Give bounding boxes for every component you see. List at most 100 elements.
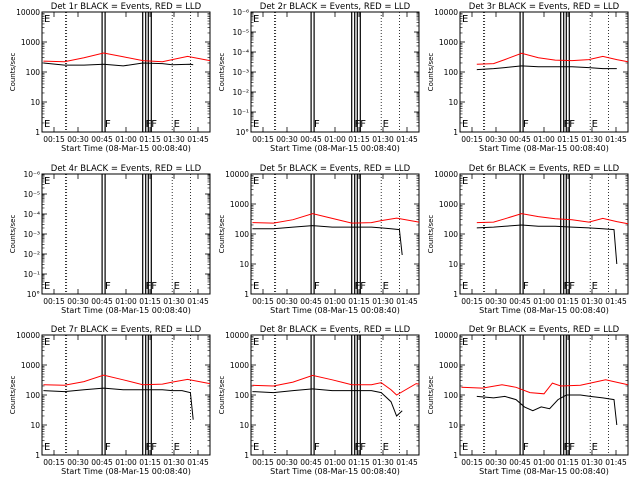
y-tick-label: 10000: [434, 8, 458, 17]
x-tick-label: 01:00: [115, 458, 137, 467]
x-tick-label: 01:00: [115, 297, 137, 306]
flag-letter: F: [314, 281, 320, 292]
y-tick-label: 10000: [16, 331, 40, 340]
flag-letter: F: [523, 442, 529, 453]
x-tick-label: 00:30: [67, 458, 89, 467]
x-tick-label: 00:15: [43, 458, 65, 467]
flag-letter: F: [355, 442, 361, 453]
flag-letter: E: [592, 119, 598, 130]
x-tick-label: 01:15: [348, 297, 370, 306]
flag-letter: E: [174, 442, 180, 453]
flag-letter-left: E: [462, 442, 468, 453]
x-tick-label: 01:15: [557, 297, 579, 306]
series-line-events: [252, 388, 403, 417]
chart-title: Det 2r BLACK = Events, RED = LLD: [260, 2, 411, 12]
series-line-events: [43, 62, 194, 67]
x-tick-label: 01:45: [605, 458, 627, 467]
chart-panel-8: Det 8r BLACK = Events, RED = LLD 1 10 100 10…: [218, 325, 420, 476]
flag-letter-left: E: [253, 119, 259, 130]
x-tick-label: 00:15: [461, 297, 483, 306]
y-tick-label: 10⁻⁶: [232, 8, 249, 17]
y-axis-label: Counts/sec: [9, 53, 17, 92]
flag-letter: F: [151, 119, 157, 130]
y-tick-label: 10°: [27, 290, 41, 299]
chart-panel-1: Det 1r BLACK = Events, RED = LLD 1 10 100 10…: [9, 2, 211, 153]
x-tick-label: 01:00: [533, 135, 555, 144]
y-tick-label: 1000: [21, 361, 40, 370]
x-tick-label: 00:45: [91, 135, 113, 144]
series-line-events: [43, 387, 194, 420]
flag-letter: F: [151, 281, 157, 292]
x-tick-label: 00:45: [509, 458, 531, 467]
plot-frame: [250, 11, 420, 133]
y-tick-label: 1000: [230, 361, 249, 370]
chart-title: Det 5r BLACK = Events, RED = LLD: [260, 164, 411, 174]
flag-letter: F: [355, 281, 361, 292]
x-tick-label: 01:15: [139, 297, 161, 306]
y-tick-label: 10⁻⁴: [23, 210, 40, 219]
flag-letter: E: [383, 442, 389, 453]
chart-title: Det 9r BLACK = Events, RED = LLD: [469, 325, 620, 335]
x-tick-label: 01:30: [581, 297, 603, 306]
chart-title: Det 4r BLACK = Events, RED = LLD: [51, 164, 202, 174]
x-tick-label: 00:45: [300, 135, 322, 144]
x-axis-label: Start Time (08-Mar-15 00:08:40): [61, 306, 191, 315]
x-tick-label: 01:45: [396, 458, 418, 467]
y-axis-label: Counts/sec: [9, 376, 17, 415]
y-tick-label: 1000: [439, 38, 458, 47]
series-line-events: [252, 225, 403, 256]
x-tick-label: 00:30: [485, 297, 507, 306]
y-axis-label: Counts/sec: [218, 376, 226, 415]
x-tick-label: 01:45: [187, 297, 209, 306]
y-tick-label: 1000: [21, 38, 40, 47]
x-axis-label: Start Time (08-Mar-15 00:08:40): [270, 467, 400, 476]
flag-letter: E: [383, 281, 389, 292]
y-tick-label: 10: [239, 421, 249, 430]
y-tick-label: 1: [453, 290, 458, 299]
x-tick-label: 01:45: [396, 297, 418, 306]
flag-letter-top-left: E: [462, 337, 468, 348]
flag-letter-top-left: E: [253, 337, 259, 348]
y-axis-label: Counts/sec: [427, 376, 435, 415]
flag-letter: E: [592, 281, 598, 292]
series-line-lld: [252, 374, 420, 396]
flag-letter: F: [314, 119, 320, 130]
x-tick-label: 00:30: [485, 135, 507, 144]
x-tick-label: 00:45: [91, 297, 113, 306]
x-tick-label: 01:30: [372, 297, 394, 306]
x-tick-label: 01:15: [139, 135, 161, 144]
y-tick-label: 100: [235, 391, 250, 400]
y-tick-label: 10⁻⁵: [232, 28, 249, 37]
flag-letter-top-left: E: [44, 176, 50, 187]
flag-letter-top-left: E: [253, 176, 259, 187]
y-axis-label: Counts/sec: [218, 53, 226, 92]
flag-letter-left: E: [253, 281, 259, 292]
x-tick-label: 01:30: [581, 135, 603, 144]
series-line-lld: [43, 52, 211, 63]
x-tick-label: 00:15: [43, 135, 65, 144]
flag-letter: F: [146, 119, 152, 130]
x-tick-label: 00:30: [67, 297, 89, 306]
chart-panel-3: Det 3r BLACK = Events, RED = LLD 1 10 100 10…: [427, 2, 629, 153]
y-tick-label: 10000: [225, 331, 249, 340]
x-tick-label: 00:30: [67, 135, 89, 144]
flag-letter-left: E: [44, 281, 50, 292]
x-tick-label: 00:15: [252, 135, 274, 144]
y-axis-label: Counts/sec: [9, 215, 17, 254]
chart-title: Det 6r BLACK = Events, RED = LLD: [469, 164, 620, 174]
x-tick-label: 01:30: [163, 135, 185, 144]
x-tick-label: 01:15: [557, 135, 579, 144]
x-tick-label: 00:30: [276, 297, 298, 306]
chart-panel-9: Det 9r BLACK = Events, RED = LLD 1 10 100 10…: [427, 325, 629, 476]
x-tick-label: 01:45: [187, 458, 209, 467]
x-tick-label: 01:15: [348, 135, 370, 144]
chart-title: Det 8r BLACK = Events, RED = LLD: [260, 325, 411, 335]
x-axis-label: Start Time (08-Mar-15 00:08:40): [479, 306, 609, 315]
flag-letter: F: [360, 442, 366, 453]
y-tick-label: 10⁻¹: [232, 108, 249, 117]
flag-letter-left: E: [44, 119, 50, 130]
series-line-lld: [43, 374, 211, 386]
flag-letter: E: [174, 281, 180, 292]
x-axis-label: Start Time (08-Mar-15 00:08:40): [61, 467, 191, 476]
